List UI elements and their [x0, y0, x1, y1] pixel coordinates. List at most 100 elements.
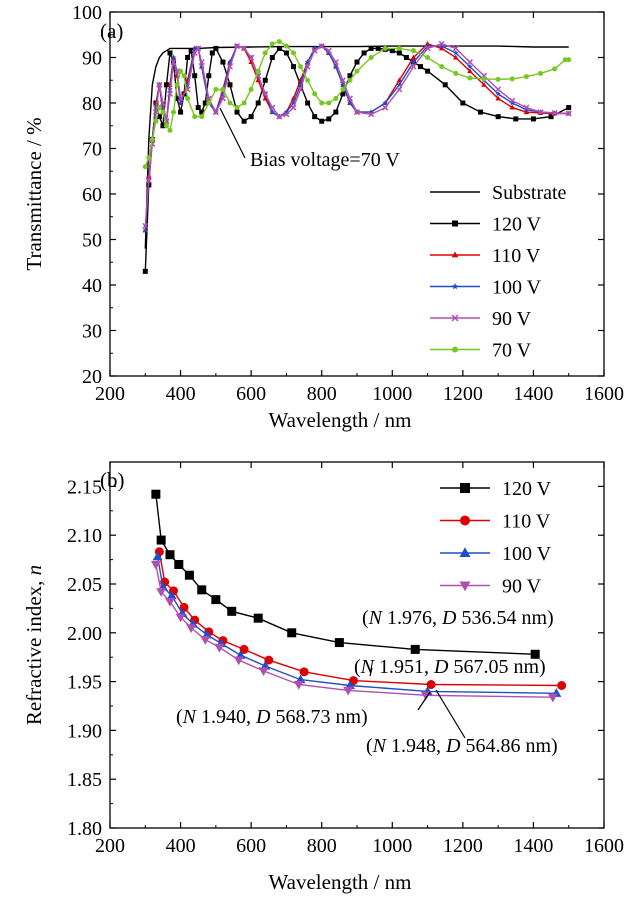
- data-point: [290, 50, 296, 56]
- x-tick-label: 1600: [584, 835, 624, 857]
- y-tick-label: 1.95: [67, 672, 102, 694]
- data-point: [262, 90, 269, 97]
- data-point: [566, 57, 572, 63]
- data-point: [442, 82, 448, 88]
- data-point: [178, 68, 184, 74]
- data-point: [227, 82, 233, 88]
- data-point: [209, 50, 215, 56]
- data-point: [438, 40, 445, 47]
- axis-ticks-a: 200 400 600 800 1000 1200 1400 1600 20 30 40 50 60 70…: [72, 2, 624, 405]
- y-tick-label: 80: [82, 93, 102, 115]
- data-point: [551, 109, 558, 117]
- data-point: [325, 47, 332, 54]
- data-point: [171, 109, 177, 115]
- data-point: [509, 76, 515, 82]
- data-point: [495, 114, 501, 120]
- legend-label: 110 V: [502, 511, 551, 533]
- data-point: [346, 95, 353, 102]
- data-point: [347, 100, 353, 106]
- data-point: [347, 73, 353, 79]
- data-point: [523, 104, 530, 111]
- data-point: [181, 73, 187, 79]
- data-point: [160, 123, 166, 129]
- data-point: [199, 109, 205, 115]
- data-point: [326, 116, 332, 122]
- data-point: [311, 47, 318, 54]
- data-point: [452, 45, 459, 52]
- data-point: [170, 54, 177, 60]
- annotation-leader-b-3: [417, 691, 431, 711]
- x-tick-label: 800: [307, 835, 337, 857]
- data-point: [375, 45, 381, 51]
- data-point: [165, 550, 175, 560]
- data-point: [382, 100, 389, 106]
- legend-b: 120 V 110 V 100 V 90 V: [440, 478, 552, 598]
- data-point: [156, 114, 162, 120]
- data-point: [305, 77, 311, 83]
- data-point: [495, 76, 501, 82]
- data-point: [283, 50, 289, 56]
- data-point: [220, 86, 226, 92]
- data-point: [290, 104, 297, 111]
- data-point: [396, 86, 403, 93]
- data-point: [159, 99, 166, 107]
- series-group-b: [150, 489, 567, 703]
- legend-item-110-v: 110 V: [440, 511, 551, 533]
- legend-item-90-v: 90 V: [430, 308, 532, 330]
- data-point: [523, 109, 530, 115]
- annotation-n-d-120v: (N 1.976, D 536.54 nm): [362, 607, 554, 629]
- y-tick-label: 2.15: [67, 476, 102, 498]
- axis-ticks-b: 200 400 600 800 1000 1200 1400 1600 1.80 1.85 1.90…: [67, 462, 624, 857]
- data-point: [163, 82, 169, 88]
- annotation-leader-b-2: [369, 667, 373, 677]
- data-point: [424, 43, 431, 49]
- data-point: [425, 68, 431, 74]
- legend-marker: [460, 515, 470, 526]
- annotation-bias-voltage: Bias voltage=70 V: [250, 149, 400, 171]
- data-point: [248, 86, 254, 92]
- data-point: [175, 613, 186, 623]
- data-point: [156, 535, 166, 545]
- data-point: [565, 110, 572, 117]
- data-point: [389, 48, 395, 54]
- data-point: [403, 55, 409, 60]
- data-point: [202, 100, 208, 106]
- data-point: [523, 106, 530, 113]
- data-point: [311, 45, 318, 51]
- data-point: [333, 109, 339, 115]
- data-point: [197, 585, 207, 595]
- y-tick-label: 2.05: [67, 574, 102, 596]
- legend-item-70-v: 70 V: [430, 340, 532, 362]
- data-point: [547, 693, 558, 703]
- data-point: [297, 81, 304, 88]
- data-point: [206, 100, 212, 106]
- data-point: [269, 109, 276, 115]
- y-tick-label: 30: [82, 321, 102, 343]
- data-point: [438, 43, 445, 49]
- data-point: [368, 111, 375, 118]
- data-point: [142, 227, 149, 233]
- legend-item-120-v: 120 V: [440, 478, 552, 500]
- legend-item-100-v: 100 V: [430, 277, 542, 299]
- annotation-leader-b-4: [435, 689, 466, 739]
- data-point: [326, 100, 332, 106]
- series-70-v: [142, 39, 572, 170]
- data-point: [347, 77, 353, 83]
- data-point: [340, 81, 346, 88]
- data-point: [150, 560, 161, 570]
- data-point: [438, 45, 445, 51]
- y-tick-label: 20: [82, 366, 102, 388]
- data-point: [177, 95, 184, 102]
- data-point: [195, 105, 201, 111]
- data-point: [198, 63, 205, 69]
- data-point: [188, 48, 194, 54]
- y-axis-label-b-text: Refractive index,: [22, 575, 46, 725]
- data-point: [220, 59, 226, 65]
- y-tick-label: 50: [82, 230, 102, 252]
- data-point: [452, 49, 459, 56]
- data-point: [276, 113, 283, 120]
- data-point: [170, 59, 177, 66]
- legend-marker: [459, 581, 471, 592]
- data-point: [396, 45, 402, 51]
- data-point: [410, 59, 417, 65]
